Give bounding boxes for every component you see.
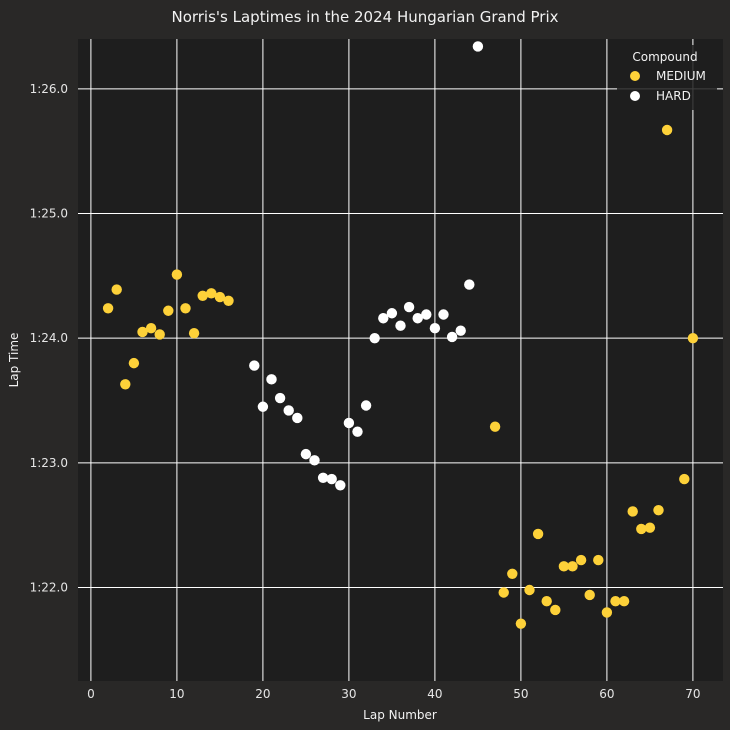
point-medium-lap-14 [206, 288, 217, 299]
point-hard-lap-21 [266, 374, 277, 385]
point-hard-lap-39 [421, 309, 432, 320]
point-hard-lap-29 [335, 480, 346, 491]
x-tick-label: 0 [87, 687, 95, 701]
x-tick-label: 30 [341, 687, 356, 701]
grid-lines [78, 39, 723, 681]
x-tick-label: 20 [255, 687, 270, 701]
point-medium-lap-58 [584, 589, 595, 601]
point-hard-lap-44 [464, 279, 475, 290]
point-medium-lap-13 [197, 290, 208, 301]
data-points [102, 41, 699, 629]
point-hard-lap-33 [369, 332, 380, 344]
point-medium-lap-15 [214, 291, 226, 303]
y-axis-label: Lap Time [7, 333, 21, 388]
point-hard-lap-24 [292, 412, 303, 424]
point-hard-lap-38 [412, 313, 423, 324]
point-medium-lap-8 [154, 329, 165, 340]
plot-area [78, 39, 723, 681]
chart-title: Norris's Laptimes in the 2024 Hungarian … [171, 8, 558, 26]
x-tick-label: 50 [513, 687, 528, 701]
point-hard-lap-40 [429, 323, 441, 334]
point-hard-lap-23 [283, 405, 294, 416]
point-medium-lap-53 [541, 596, 552, 607]
point-medium-lap-4 [120, 379, 131, 390]
point-hard-lap-45 [472, 41, 484, 52]
point-hard-lap-43 [455, 325, 466, 336]
point-medium-lap-55 [558, 561, 570, 572]
x-tick-label: 60 [599, 687, 614, 701]
x-tick-label: 70 [685, 687, 700, 701]
point-medium-lap-59 [593, 554, 604, 566]
point-medium-lap-12 [188, 327, 200, 339]
point-hard-lap-22 [274, 392, 286, 404]
point-medium-lap-69 [679, 473, 690, 485]
point-medium-lap-70 [687, 332, 699, 344]
point-medium-lap-62 [618, 596, 630, 607]
point-medium-lap-52 [532, 528, 544, 540]
point-hard-lap-32 [360, 400, 372, 411]
x-axis-ticks: 0 10 20 30 40 50 60 70 [87, 687, 700, 701]
x-tick-label: 10 [169, 687, 184, 701]
point-hard-lap-28 [326, 473, 337, 485]
point-hard-lap-31 [352, 426, 363, 437]
legend-label-medium: MEDIUM [656, 69, 706, 83]
point-medium-lap-64 [636, 523, 647, 535]
point-medium-lap-6 [137, 326, 148, 338]
legend-marker-hard [630, 91, 640, 101]
point-medium-lap-5 [128, 357, 140, 369]
point-medium-lap-48 [498, 587, 509, 598]
point-medium-lap-47 [489, 421, 501, 432]
x-tick-label: 40 [427, 687, 442, 701]
point-medium-lap-10 [171, 269, 183, 280]
point-hard-lap-42 [446, 331, 458, 343]
point-medium-lap-63 [627, 506, 638, 517]
point-hard-lap-34 [378, 313, 389, 324]
point-medium-lap-54 [550, 604, 561, 616]
point-hard-lap-26 [309, 455, 320, 466]
point-medium-lap-57 [575, 554, 587, 566]
point-medium-lap-49 [507, 568, 518, 579]
y-tick-label: 1:23.0 [30, 456, 68, 470]
point-medium-lap-3 [111, 284, 122, 295]
point-medium-lap-7 [145, 323, 157, 334]
y-axis-ticks: 1:22.0 1:23.0 1:24.0 1:25.0 1:26.0 [30, 82, 68, 595]
point-medium-lap-16 [223, 295, 234, 306]
point-hard-lap-25 [300, 448, 312, 460]
point-medium-lap-66 [653, 505, 664, 516]
point-hard-lap-20 [257, 401, 269, 412]
y-tick-label: 1:26.0 [30, 82, 68, 96]
legend: Compound MEDIUM HARD [617, 45, 717, 110]
point-medium-lap-9 [163, 305, 174, 316]
y-tick-label: 1:22.0 [30, 581, 68, 595]
point-hard-lap-30 [343, 417, 355, 429]
y-tick-label: 1:25.0 [30, 207, 68, 221]
point-medium-lap-56 [567, 561, 578, 572]
point-medium-lap-51 [524, 584, 535, 596]
point-hard-lap-19 [249, 360, 260, 371]
point-hard-lap-35 [386, 308, 398, 319]
point-medium-lap-61 [610, 596, 621, 607]
point-medium-lap-50 [515, 618, 527, 629]
x-axis-label: Lap Number [363, 708, 437, 722]
point-hard-lap-36 [395, 320, 406, 331]
legend-marker-medium [630, 71, 640, 81]
point-hard-lap-41 [438, 309, 449, 320]
point-medium-lap-60 [601, 607, 613, 618]
y-tick-label: 1:24.0 [30, 331, 68, 345]
point-hard-lap-37 [403, 301, 415, 313]
legend-title: Compound [632, 50, 697, 64]
point-medium-lap-67 [661, 124, 673, 136]
point-medium-lap-65 [644, 522, 656, 533]
legend-label-hard: HARD [656, 89, 691, 103]
point-medium-lap-2 [102, 303, 114, 314]
point-medium-lap-11 [180, 303, 191, 314]
point-hard-lap-27 [317, 472, 329, 484]
